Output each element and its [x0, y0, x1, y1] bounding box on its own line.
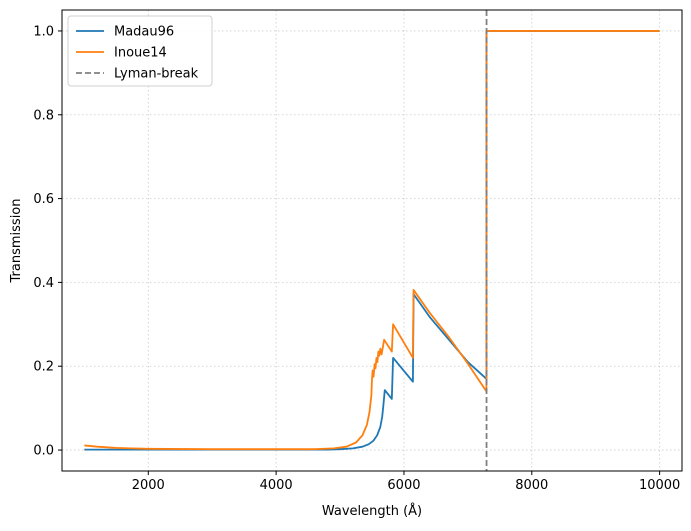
- grid: [62, 10, 682, 471]
- legend-label-madau96: Madau96: [114, 25, 174, 40]
- x-tick-label: 4000: [260, 478, 293, 493]
- legend-label-inoue14: Inoue14: [114, 46, 167, 61]
- x-tick-label: 8000: [515, 478, 548, 493]
- legend-box: [67, 15, 213, 87]
- y-tick-label: 0.8: [33, 108, 54, 123]
- y-tick-label: 0.6: [33, 192, 54, 207]
- series-line-inoue14: [84, 30, 660, 451]
- legend-label-lyman-break: Lyman-break: [114, 67, 199, 82]
- x-tick-label: 6000: [387, 478, 420, 493]
- legend: Madau96 Inoue14 Lyman-break: [67, 15, 213, 87]
- plot-area: [84, 10, 660, 471]
- ticks: 2000 4000 6000 8000 10000 0.0 0.2 0.4 0.6 0.8 1.0: [33, 24, 680, 493]
- x-tick-label: 10000: [639, 478, 680, 493]
- y-tick-label: 0.0: [33, 444, 54, 459]
- x-tick-label: 2000: [132, 478, 165, 493]
- axes-frame: [61, 9, 683, 472]
- y-tick-label: 1.0: [33, 24, 54, 39]
- y-tick-label: 0.4: [33, 276, 54, 291]
- x-axis-label: Wavelength (Å): [322, 503, 422, 519]
- series-line-madau96: [84, 30, 660, 451]
- y-axis-label: Transmission: [9, 199, 24, 284]
- y-tick-label: 0.2: [33, 360, 54, 375]
